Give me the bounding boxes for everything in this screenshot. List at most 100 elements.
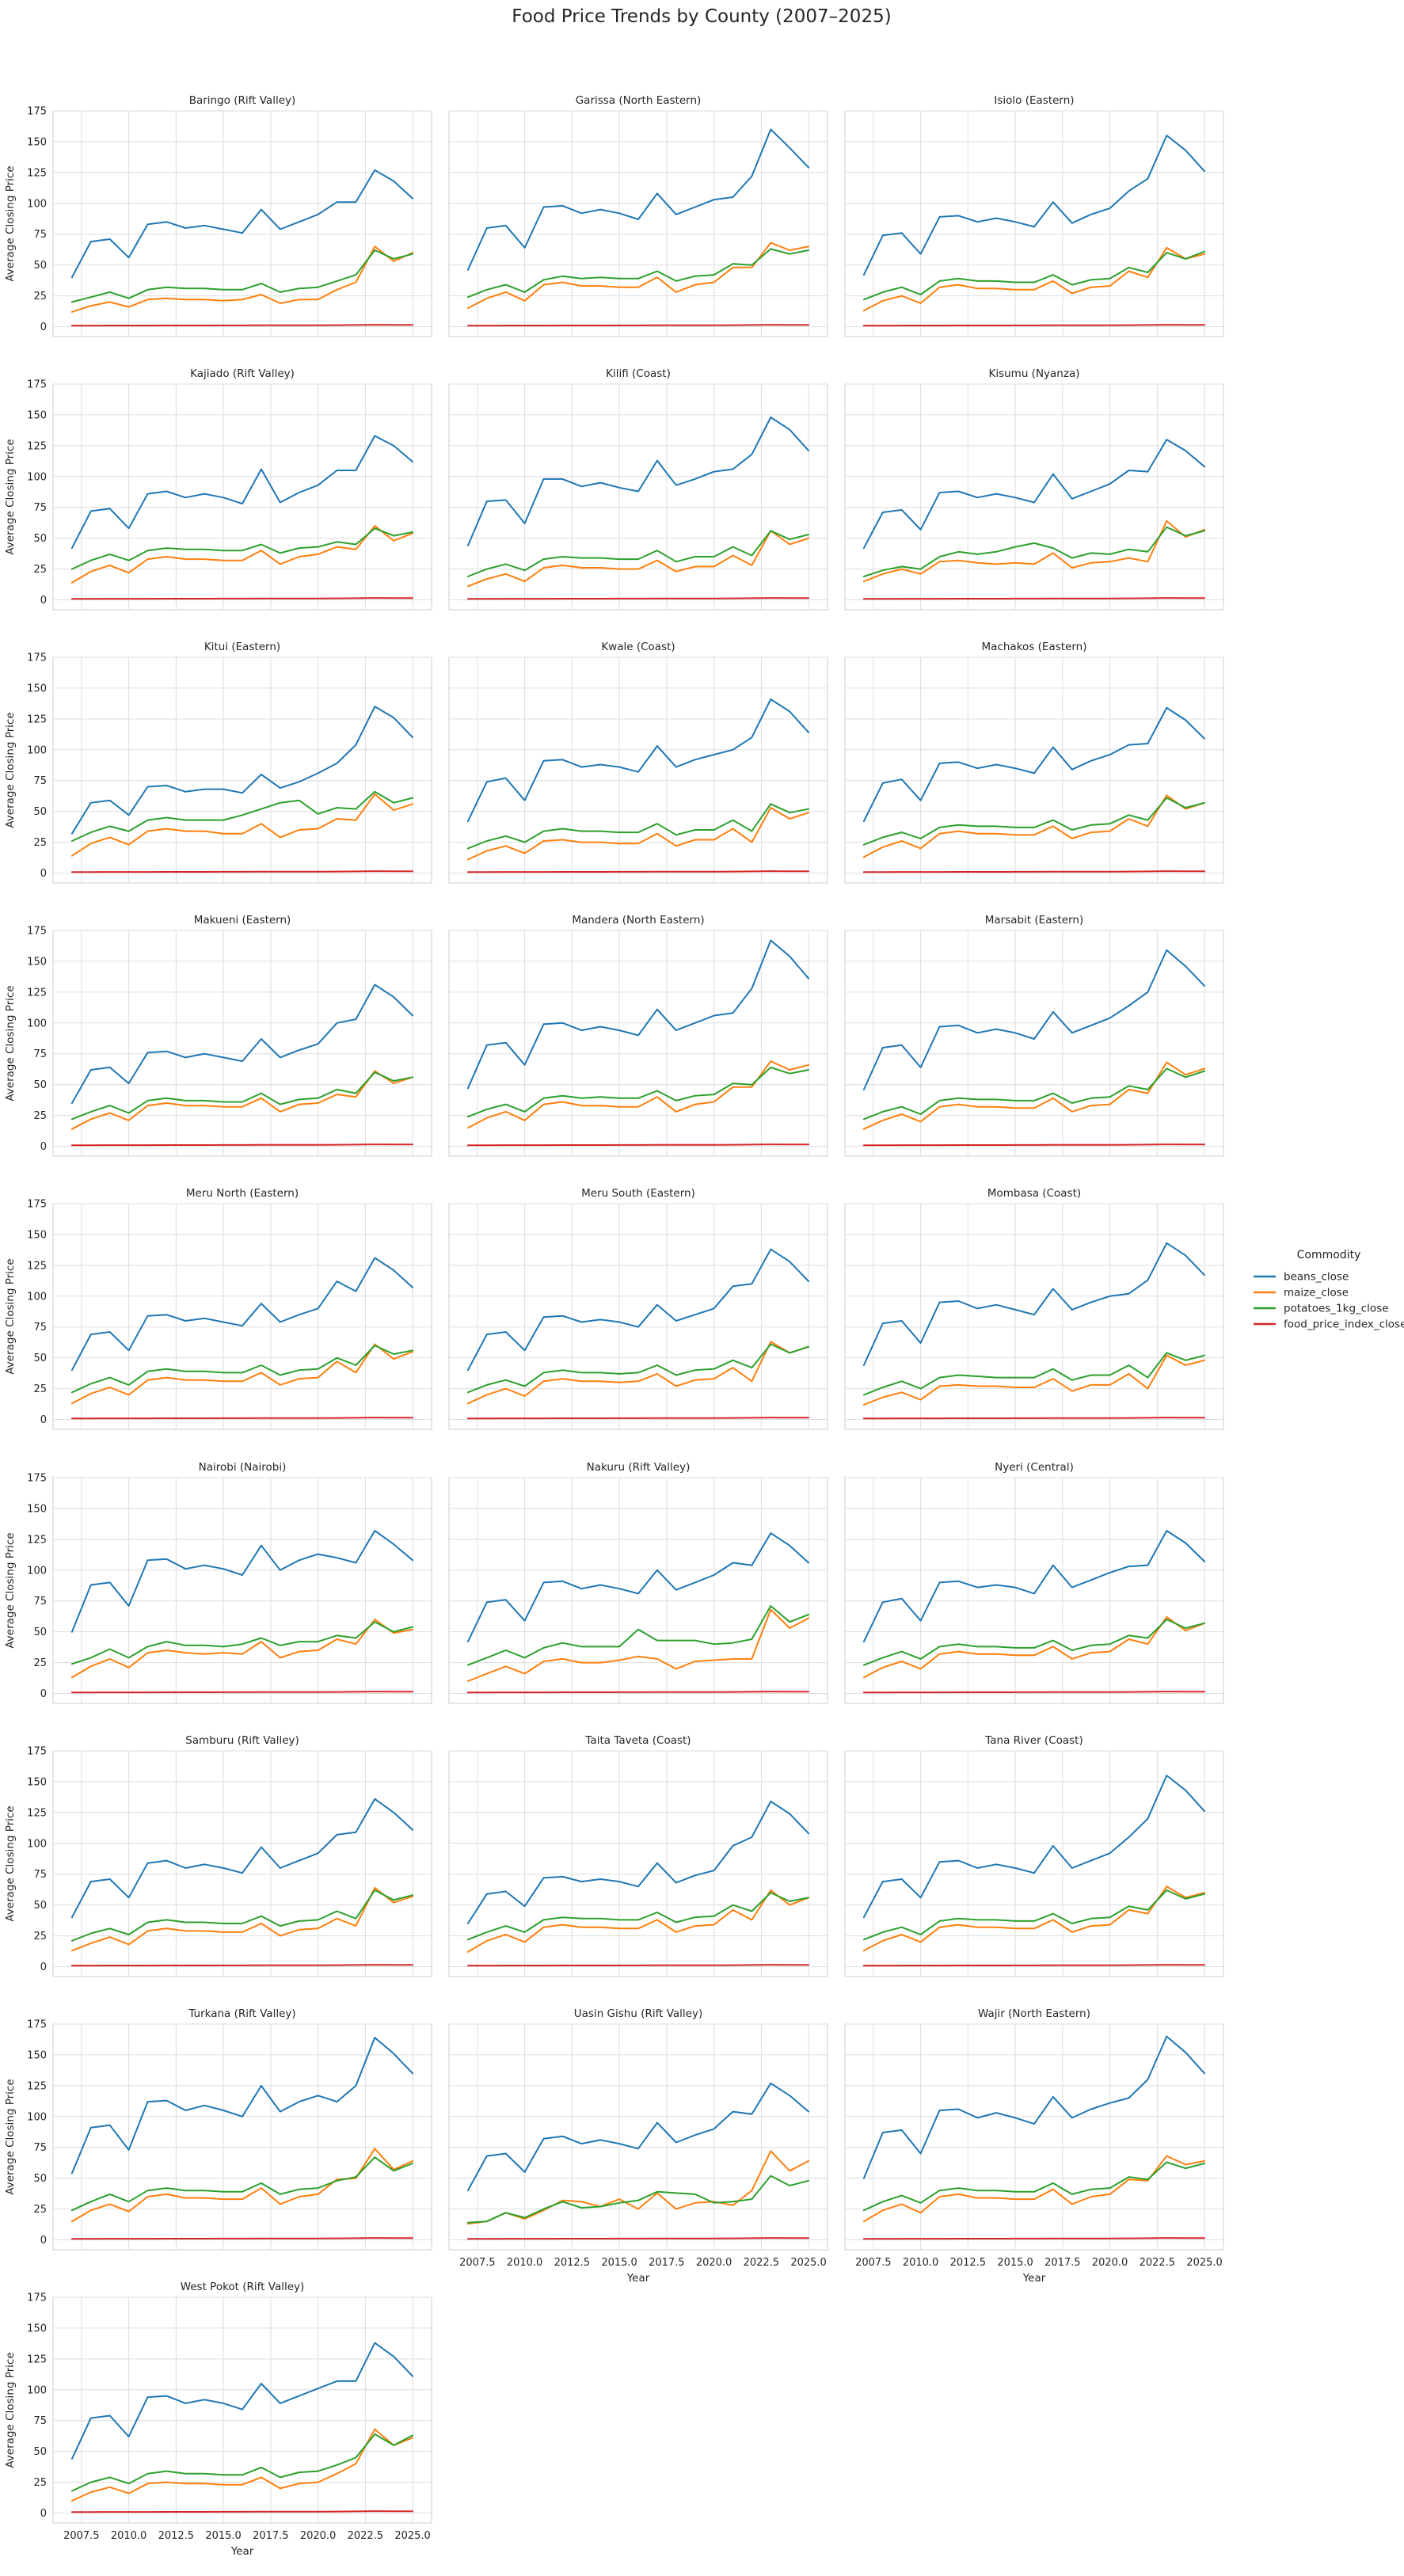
- panel-frame: [448, 930, 828, 1157]
- series-line-food-price-index-close: [862, 1417, 1206, 1420]
- y-axis-label: Average Closing Price: [4, 2352, 17, 2468]
- series-line-beans-close: [466, 128, 810, 271]
- x-tick-label: 2007.5: [855, 2257, 892, 2269]
- y-tick-label: 75: [33, 2142, 47, 2154]
- panel-frame: [844, 383, 1224, 611]
- y-tick-label: 100: [27, 198, 47, 210]
- y-tick-label: 125: [27, 167, 47, 179]
- y-tick-label: 150: [27, 1503, 47, 1515]
- series-line-beans-close: [70, 984, 414, 1104]
- y-axis-label: Average Closing Price: [4, 712, 17, 828]
- series-line-beans-close: [466, 939, 810, 1090]
- legend-entry: maize_close: [1284, 1287, 1349, 1299]
- y-tick-label: 150: [27, 136, 47, 148]
- series-line-maize-close: [70, 2428, 414, 2502]
- series-line-maize-close: [70, 1886, 414, 1952]
- y-tick-label: 150: [27, 2323, 47, 2334]
- panel-frame: [448, 110, 828, 337]
- y-tick-label: 150: [27, 1776, 47, 1788]
- y-tick-label: 50: [33, 260, 47, 272]
- series-line-maize-close: [70, 1343, 414, 1405]
- panel-title: Kilifi (Coast): [606, 367, 671, 380]
- series-line-potatoes-1kg-close: [466, 1892, 810, 1941]
- series-line-potatoes-1kg-close: [70, 1889, 414, 1942]
- series-line-beans-close: [862, 1242, 1206, 1366]
- y-tick-label: 125: [27, 987, 47, 999]
- series-line-beans-close: [70, 2342, 414, 2460]
- series-line-potatoes-1kg-close: [70, 2433, 414, 2492]
- series-line-maize-close: [862, 519, 1206, 583]
- series-line-maize-close: [466, 242, 810, 310]
- y-tick-label: 75: [33, 1048, 47, 1060]
- panel-frame: [448, 1477, 828, 1704]
- x-tick-label: 2025.0: [1186, 2257, 1223, 2269]
- y-tick-label: 75: [33, 775, 47, 787]
- series-line-potatoes-1kg-close: [70, 1345, 414, 1394]
- y-tick-label: 0: [40, 1961, 47, 1973]
- series-line-potatoes-1kg-close: [70, 1621, 414, 1665]
- panel-title: Isiolo (Eastern): [994, 94, 1074, 107]
- y-tick-label: 75: [33, 2415, 47, 2427]
- series-line-maize-close: [862, 1616, 1206, 1679]
- panel-title: Taita Taveta (Coast): [584, 1734, 691, 1747]
- y-tick-label: 25: [33, 2204, 47, 2216]
- panel-frame: [448, 1203, 828, 1430]
- series-line-food-price-index-close: [466, 2237, 810, 2240]
- series-line-maize-close: [862, 794, 1206, 858]
- y-tick-label: 175: [27, 653, 47, 664]
- x-tick-label: 2015.0: [997, 2257, 1033, 2269]
- series-line-potatoes-1kg-close: [862, 1889, 1206, 1941]
- x-tick-label: 2007.5: [459, 2257, 496, 2269]
- series-line-potatoes-1kg-close: [862, 1067, 1206, 1121]
- series-line-potatoes-1kg-close: [466, 1066, 810, 1118]
- series-line-potatoes-1kg-close: [70, 1071, 414, 1121]
- series-line-food-price-index-close: [466, 870, 810, 873]
- y-tick-label: 25: [33, 564, 47, 576]
- legend-entry: beans_close: [1284, 1271, 1349, 1284]
- x-tick-label: 2022.5: [348, 2530, 384, 2542]
- series-line-potatoes-1kg-close: [862, 250, 1206, 301]
- x-tick-label: 2010.0: [903, 2257, 939, 2269]
- series-line-maize-close: [862, 1061, 1206, 1130]
- series-line-beans-close: [70, 1530, 414, 1633]
- y-tick-label: 25: [33, 2477, 47, 2489]
- y-tick-label: 125: [27, 1807, 47, 1819]
- panel-frame: [448, 656, 828, 884]
- panel-title: Kitui (Eastern): [204, 641, 280, 653]
- y-tick-label: 50: [33, 806, 47, 818]
- series-line-potatoes-1kg-close: [70, 2156, 414, 2212]
- series-line-beans-close: [862, 135, 1206, 276]
- x-tick-label: 2017.5: [1044, 2257, 1081, 2269]
- series-line-beans-close: [862, 949, 1206, 1090]
- y-tick-label: 0: [40, 1688, 47, 1700]
- panel-title: Nyeri (Central): [995, 1461, 1074, 1474]
- x-tick-label: 2012.5: [950, 2257, 987, 2269]
- y-tick-label: 150: [27, 956, 47, 968]
- series-line-maize-close: [70, 1619, 414, 1679]
- panel-frame: [52, 656, 432, 884]
- series-line-potatoes-1kg-close: [466, 530, 810, 577]
- panel-title: Nairobi (Nairobi): [199, 1461, 287, 1474]
- series-line-potatoes-1kg-close: [466, 2175, 810, 2224]
- y-tick-label: 0: [40, 1141, 47, 1153]
- series-line-potatoes-1kg-close: [862, 1352, 1206, 1396]
- series-line-beans-close: [466, 417, 810, 546]
- panel-title: Tana River (Coast): [984, 1734, 1083, 1747]
- series-line-beans-close: [70, 1257, 414, 1372]
- y-tick-label: 75: [33, 229, 47, 241]
- series-line-beans-close: [466, 2082, 810, 2192]
- y-tick-label: 50: [33, 1353, 47, 1364]
- y-tick-label: 25: [33, 291, 47, 302]
- series-line-potatoes-1kg-close: [862, 797, 1206, 846]
- series-line-potatoes-1kg-close: [862, 1619, 1206, 1666]
- series-line-maize-close: [70, 1070, 414, 1130]
- chart-title: Food Price Trends by County (2007–2025): [512, 6, 891, 27]
- y-tick-label: 100: [27, 2384, 47, 2396]
- y-tick-label: 50: [33, 1079, 47, 1091]
- y-tick-label: 50: [33, 533, 47, 545]
- panel-frame: [844, 930, 1224, 1157]
- panel-frame: [52, 1750, 432, 1977]
- series-line-potatoes-1kg-close: [862, 2161, 1206, 2212]
- panel-frame: [844, 1203, 1224, 1430]
- panel-title: Mandera (North Eastern): [572, 914, 704, 927]
